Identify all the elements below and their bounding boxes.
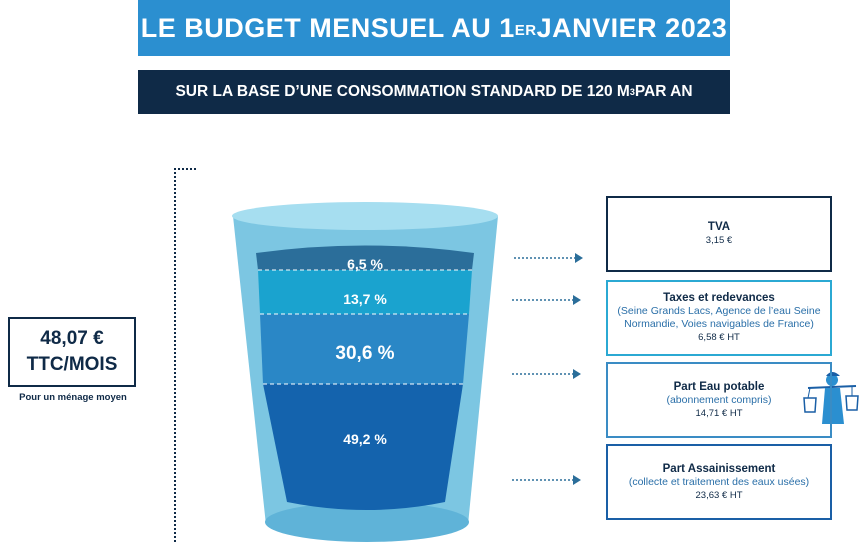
title-end: JANVIER 2023: [536, 12, 728, 43]
box-assainissement: Part Assainissement (collecte et traitem…: [606, 444, 832, 520]
box-taxes-amount: 6,58 € HT: [698, 332, 740, 343]
title-sup: ER: [514, 21, 537, 39]
total-caption: Pour un ménage moyen: [19, 392, 127, 403]
subtitle-text: SUR LA BASE D’UNE CONSOMMATION STANDARD …: [175, 83, 630, 100]
layer-2: [258, 270, 472, 314]
dotted-connector-vertical: [174, 168, 176, 542]
arrow-head-3: [573, 369, 581, 379]
arrow-head-4: [573, 475, 581, 485]
subtitle-sup: 3: [629, 87, 635, 97]
subtitle-end: PAR AN: [634, 83, 693, 100]
subtitle: SUR LA BASE D’UNE CONSOMMATION STANDARD …: [138, 70, 730, 114]
dotted-connector-horizontal: [174, 168, 196, 170]
box-tva-amount: 3,15 €: [705, 235, 733, 246]
box-taxes-label: Taxes et redevances: [663, 292, 775, 304]
arrow-head-2: [573, 295, 581, 305]
layer-1-pct: 6,5 %: [347, 256, 383, 272]
layer-3-pct: 30,6 %: [335, 343, 394, 364]
box-eau-potable: Part Eau potable (abonnement compris) 14…: [606, 362, 832, 438]
glass-rim: [232, 202, 498, 230]
box-taxes: Taxes et redevances (Seine Grands Lacs, …: [606, 280, 832, 356]
box-tva-label: TVA: [707, 221, 731, 233]
box-taxes-detail: (Seine Grands Lacs, Agence de l’eau Sein…: [617, 305, 821, 330]
layer-4-pct: 49,2 %: [343, 431, 387, 447]
layer-2-pct: 13,7 %: [343, 291, 387, 307]
box-ass-amount: 23,63 € HT: [695, 489, 743, 501]
box-eau-label: Part Eau potable: [673, 380, 765, 393]
box-ass-detail: (collecte et traitement des eaux usées): [628, 475, 810, 488]
layer-4: [263, 384, 463, 510]
box-eau-amount: 14,71 € HT: [695, 407, 743, 419]
total-unit: TTC/MOIS: [26, 354, 118, 375]
layer-3: [260, 314, 469, 384]
total-box: 48,07 € TTC/MOIS: [8, 317, 136, 387]
box-eau-detail: (abonnement compris): [666, 393, 772, 406]
box-tva: TVA 3,15 €: [606, 196, 832, 272]
main-title: LE BUDGET MENSUEL AU 1 ER JANVIER 2023: [138, 0, 730, 56]
title-text: LE BUDGET MENSUEL AU 1: [140, 12, 515, 43]
total-amount: 48,07 €: [40, 328, 104, 349]
water-carrier-icon: [803, 372, 859, 424]
glass-base: [265, 502, 469, 542]
arrow-head-1: [575, 253, 583, 263]
box-ass-label: Part Assainissement: [662, 462, 776, 475]
layer-1: [256, 245, 474, 270]
